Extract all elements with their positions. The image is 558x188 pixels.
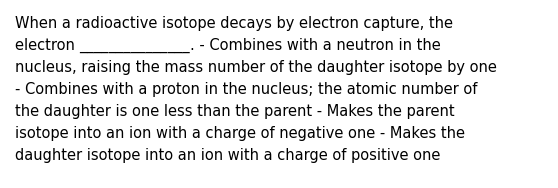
Text: isotope into an ion with a charge of negative one - Makes the: isotope into an ion with a charge of neg… <box>15 126 465 141</box>
Text: - Combines with a proton in the nucleus; the atomic number of: - Combines with a proton in the nucleus;… <box>15 82 478 97</box>
Text: . - Combines with a neutron in the: . - Combines with a neutron in the <box>190 38 441 53</box>
Text: When a radioactive isotope decays by electron capture, the: When a radioactive isotope decays by ele… <box>15 16 453 31</box>
Text: _______________: _______________ <box>80 38 190 53</box>
Text: daughter isotope into an ion with a charge of positive one: daughter isotope into an ion with a char… <box>15 148 440 163</box>
Text: electron: electron <box>15 38 80 53</box>
Text: nucleus, raising the mass number of the daughter isotope by one: nucleus, raising the mass number of the … <box>15 60 497 75</box>
Text: the daughter is one less than the parent - Makes the parent: the daughter is one less than the parent… <box>15 104 455 119</box>
